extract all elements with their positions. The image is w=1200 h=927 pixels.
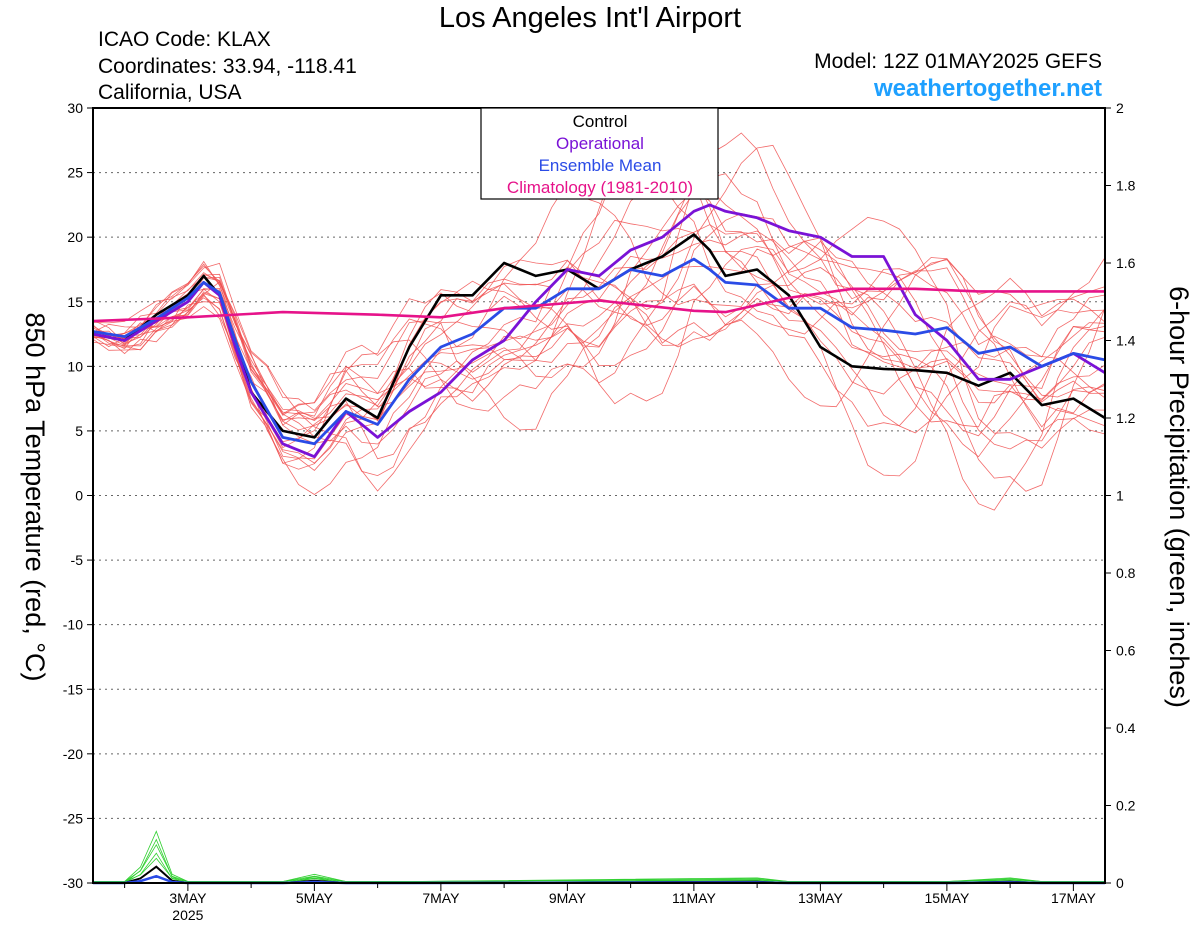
y-tick-label-right: 1.4 bbox=[1116, 333, 1136, 349]
y-tick-label-right: 1.2 bbox=[1116, 410, 1136, 426]
y-tick-label-left: 10 bbox=[67, 358, 83, 374]
x-tick-label: 15MAY bbox=[924, 890, 970, 906]
y-tick-label-left: 5 bbox=[75, 423, 83, 439]
coordinates: Coordinates: 33.94, -118.41 bbox=[98, 55, 357, 78]
precip-member-line bbox=[93, 843, 1105, 882]
region: California, USA bbox=[98, 81, 242, 104]
y-tick-label-left: 25 bbox=[67, 165, 83, 181]
ensemble-member-line bbox=[92, 259, 1106, 470]
x-year-label: 2025 bbox=[172, 907, 203, 923]
legend-climatology: Climatology (1981-2010) bbox=[507, 178, 693, 197]
ensemble-member-line bbox=[92, 240, 1106, 449]
legend-ensemble-mean: Ensemble Mean bbox=[539, 156, 662, 175]
x-tick-label: 13MAY bbox=[798, 890, 844, 906]
y-tick-label-right: 1.6 bbox=[1116, 255, 1136, 271]
y-tick-label-right: 2 bbox=[1116, 100, 1124, 116]
y-tick-label-left: -10 bbox=[63, 617, 83, 633]
y-axis-label-right: 6-hour Precipitation (green, inches) bbox=[1164, 286, 1194, 708]
y-tick-label-right: 0.6 bbox=[1116, 643, 1136, 659]
x-tick-label: 3MAY bbox=[169, 890, 207, 906]
y-axis-label-left: 850 hPa Temperature (red, °C) bbox=[20, 313, 50, 682]
y-tick-label-left: -20 bbox=[63, 746, 83, 762]
y-tick-label-right: 0.2 bbox=[1116, 798, 1136, 814]
ensemble-mean-line bbox=[92, 257, 1106, 446]
y-tick-label-left: -5 bbox=[71, 552, 84, 568]
x-tick-label: 11MAY bbox=[672, 890, 716, 906]
precip-member-line bbox=[93, 838, 1105, 884]
ensemble-member-line bbox=[92, 216, 1106, 464]
ensemble-member-line bbox=[92, 173, 1106, 458]
y-tick-label-left: 0 bbox=[75, 488, 83, 504]
y-tick-label-left: 30 bbox=[67, 100, 83, 116]
ensemble-member-line bbox=[92, 126, 1106, 492]
y-tick-label-right: 0 bbox=[1116, 875, 1124, 891]
precip-member-line bbox=[93, 852, 1105, 884]
y-tick-label-left: 15 bbox=[67, 294, 83, 310]
y-tick-label-right: 1 bbox=[1116, 488, 1124, 504]
site-link[interactable]: weathertogether.net bbox=[873, 75, 1102, 102]
y-tick-label-left: 20 bbox=[67, 229, 83, 245]
ensemble-member-line bbox=[92, 189, 1106, 428]
y-tick-label-left: -15 bbox=[63, 681, 83, 697]
x-tick-label: 7MAY bbox=[422, 890, 460, 906]
legend: Control Operational Ensemble Mean Climatolo… bbox=[480, 107, 719, 200]
x-tick-label: 17MAY bbox=[1051, 890, 1097, 906]
legend-control: Control bbox=[573, 112, 628, 131]
tick-labels: 302520151050-5-10-15-20-25-3021.81.61.41… bbox=[63, 100, 1136, 923]
legend-operational: Operational bbox=[556, 134, 644, 153]
ensemble-member-line bbox=[92, 166, 1106, 460]
precip-member-line bbox=[93, 830, 1105, 882]
ensemble-member-line bbox=[92, 182, 1106, 495]
legend-box bbox=[480, 107, 719, 200]
ensemble-member-line bbox=[92, 258, 1106, 464]
y-tick-label-left: -30 bbox=[63, 875, 83, 891]
precip-member-line bbox=[93, 857, 1105, 882]
model-run: Model: 12Z 01MAY2025 GEFS bbox=[814, 50, 1102, 73]
icao-code: ICAO Code: KLAX bbox=[98, 28, 271, 51]
ensemble-member-line bbox=[92, 132, 1106, 511]
climatology-line bbox=[92, 287, 1105, 323]
ensemble-member-line bbox=[92, 224, 1106, 431]
operational-line bbox=[92, 203, 1106, 459]
y-tick-label-right: 1.8 bbox=[1116, 178, 1136, 194]
ensemble-member-line bbox=[92, 164, 1106, 477]
ensemble-member-line bbox=[92, 230, 1106, 422]
chart-title: Los Angeles Int'l Airport bbox=[438, 2, 742, 34]
x-tick-label: 9MAY bbox=[549, 890, 587, 906]
ensemble-members bbox=[92, 126, 1106, 884]
y-tick-label-right: 0.4 bbox=[1116, 720, 1136, 736]
y-tick-label-left: -25 bbox=[63, 810, 83, 826]
x-tick-label: 5MAY bbox=[296, 890, 334, 906]
y-tick-label-right: 0.8 bbox=[1116, 565, 1136, 581]
ensemble-member-line bbox=[92, 237, 1106, 428]
ensemble-member-line bbox=[92, 188, 1106, 437]
